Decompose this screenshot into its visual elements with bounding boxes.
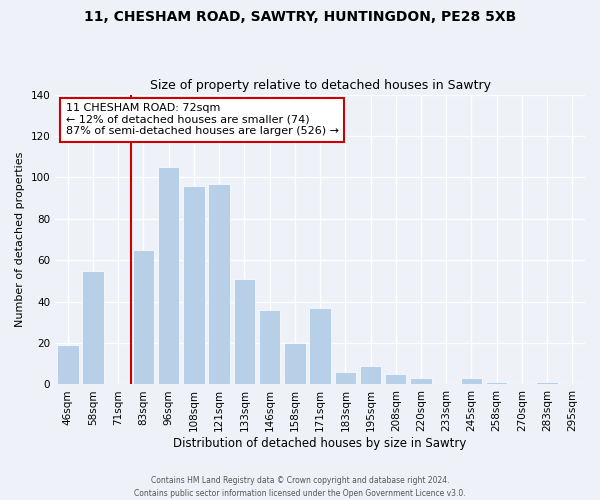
Y-axis label: Number of detached properties: Number of detached properties xyxy=(15,152,25,327)
Bar xyxy=(158,167,179,384)
Bar xyxy=(360,366,381,384)
Bar xyxy=(233,279,255,384)
Bar xyxy=(133,250,154,384)
X-axis label: Distribution of detached houses by size in Sawtry: Distribution of detached houses by size … xyxy=(173,437,467,450)
Bar xyxy=(335,372,356,384)
Text: 11 CHESHAM ROAD: 72sqm
← 12% of detached houses are smaller (74)
87% of semi-det: 11 CHESHAM ROAD: 72sqm ← 12% of detached… xyxy=(66,104,339,136)
Bar xyxy=(536,382,558,384)
Bar xyxy=(259,310,280,384)
Bar xyxy=(284,343,305,384)
Bar xyxy=(82,270,104,384)
Bar xyxy=(183,186,205,384)
Bar xyxy=(385,374,406,384)
Bar xyxy=(57,345,79,385)
Bar xyxy=(410,378,432,384)
Bar xyxy=(461,378,482,384)
Bar xyxy=(486,382,508,384)
Bar xyxy=(208,184,230,384)
Bar xyxy=(310,308,331,384)
Text: 11, CHESHAM ROAD, SAWTRY, HUNTINGDON, PE28 5XB: 11, CHESHAM ROAD, SAWTRY, HUNTINGDON, PE… xyxy=(84,10,516,24)
Text: Contains HM Land Registry data © Crown copyright and database right 2024.
Contai: Contains HM Land Registry data © Crown c… xyxy=(134,476,466,498)
Title: Size of property relative to detached houses in Sawtry: Size of property relative to detached ho… xyxy=(149,79,491,92)
